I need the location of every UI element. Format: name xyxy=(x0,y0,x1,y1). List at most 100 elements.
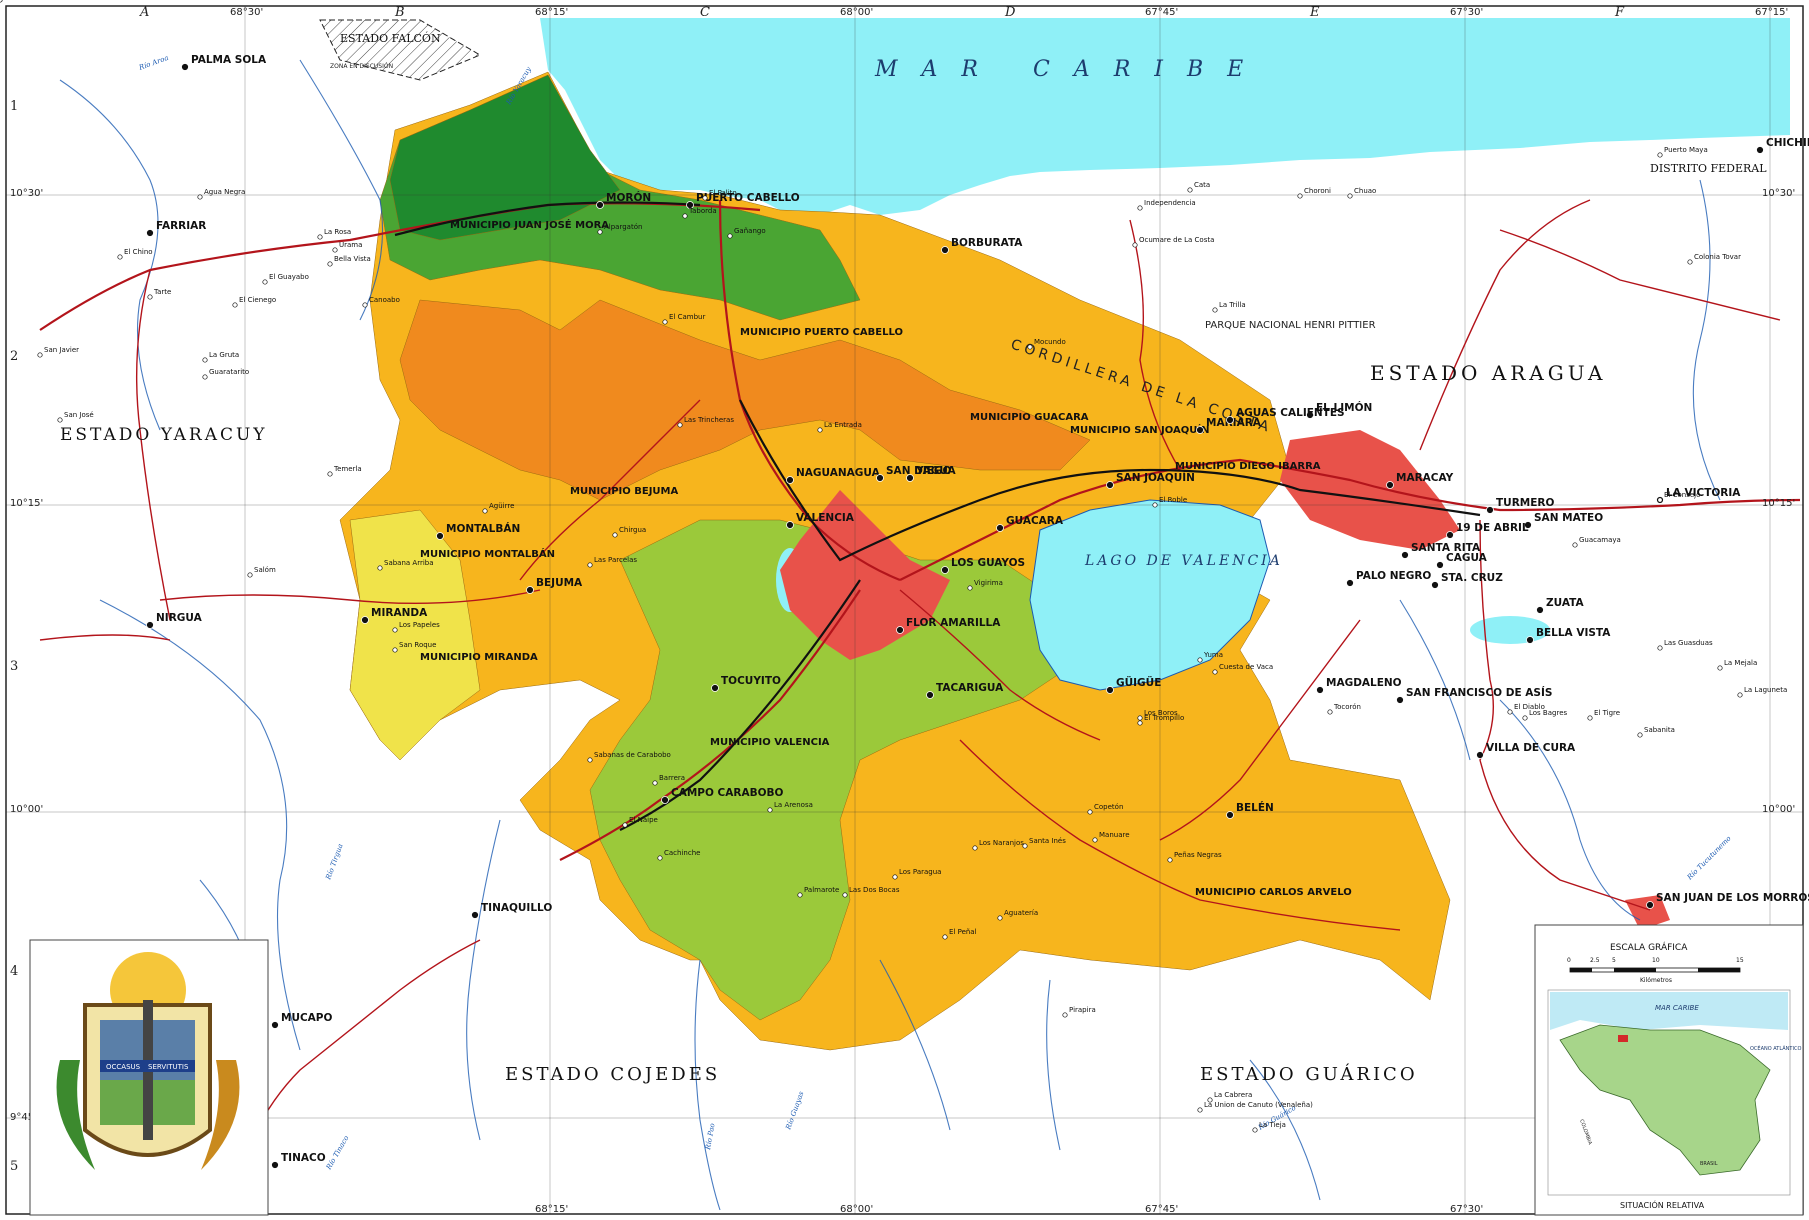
place-marker xyxy=(247,572,253,578)
place-label: La Tieja xyxy=(1259,1121,1286,1129)
city-label: EL LIMÓN xyxy=(1316,401,1372,414)
city-label: BELLA VISTA xyxy=(1536,627,1611,639)
city-marker xyxy=(906,474,914,482)
municipio-label: MUNICIPIO MIRANDA xyxy=(420,652,538,663)
city-marker xyxy=(711,684,719,692)
scale-tick: 15 xyxy=(1736,957,1744,964)
city-marker xyxy=(896,626,904,634)
place-label: El Cambur xyxy=(669,313,705,321)
state-label-distrito-federal: DISTRITO FEDERAL xyxy=(1650,162,1767,175)
place-marker xyxy=(1137,720,1143,726)
city-label: SANTA RITA xyxy=(1411,542,1481,554)
place-marker xyxy=(482,508,488,514)
park-label: PARQUE NACIONAL HENRI PITTIER xyxy=(1205,320,1376,331)
city-marker xyxy=(1401,551,1409,559)
place-marker xyxy=(597,229,603,235)
city-label: CHICHIRIVICHE xyxy=(1766,137,1809,149)
place-marker xyxy=(612,532,618,538)
city-marker xyxy=(1526,636,1534,644)
highway-line xyxy=(619,579,861,831)
place-marker xyxy=(682,213,688,219)
scale-tick: 5 xyxy=(1612,957,1616,964)
road-line xyxy=(1499,229,1781,321)
road-line xyxy=(1419,199,1591,451)
place-marker xyxy=(587,757,593,763)
place-marker xyxy=(677,422,683,428)
disputed-zone xyxy=(319,19,482,81)
city-marker xyxy=(786,476,794,484)
place-marker xyxy=(1687,259,1693,265)
city-label: GUACARA xyxy=(1006,515,1064,527)
place-label: Ocumare de La Costa xyxy=(1139,236,1214,244)
place-label: San Javier xyxy=(44,346,79,354)
city-marker xyxy=(1756,146,1764,154)
city-marker xyxy=(146,229,154,237)
city-label: BORBURATA xyxy=(951,237,1023,249)
place-marker xyxy=(1507,709,1513,715)
place-marker xyxy=(797,892,803,898)
locator-sea xyxy=(1550,992,1788,1030)
place-marker xyxy=(727,233,733,239)
place-marker xyxy=(972,845,978,851)
scale-tick: 0 xyxy=(1567,957,1571,964)
place-marker xyxy=(892,874,898,880)
city-marker xyxy=(271,1161,279,1169)
locator-ocean-label: OCÉANO ATLÁNTICO xyxy=(1750,1044,1801,1052)
row-label: 3 xyxy=(10,659,18,674)
place-marker xyxy=(942,934,948,940)
place-label: Agua Negra xyxy=(204,188,245,196)
place-label: El Peñal xyxy=(949,928,977,936)
city-label: LOS GUAYOS xyxy=(951,557,1025,569)
place-marker xyxy=(967,585,973,591)
place-label: El Chino xyxy=(124,248,153,256)
place-label: La Mejala xyxy=(1724,659,1757,667)
place-marker xyxy=(327,471,333,477)
place-marker xyxy=(587,562,593,568)
city-label: TOCUYITO xyxy=(721,675,781,687)
city-label: MUCAPO xyxy=(281,1012,333,1024)
place-label: Sabanita xyxy=(1644,726,1675,734)
place-marker xyxy=(652,780,658,786)
city-label: FARRIAR xyxy=(156,220,206,232)
city-marker xyxy=(1106,481,1114,489)
locator-country-brasil: BRASIL xyxy=(1700,1161,1718,1167)
place-marker xyxy=(0,0,3,3)
city-marker xyxy=(181,63,189,71)
place-marker xyxy=(997,915,1003,921)
place-label: Sabana Arriba xyxy=(384,559,434,567)
lat-label: 10°00' xyxy=(1762,804,1795,815)
place-label: La Trilla xyxy=(1219,301,1246,309)
place-marker xyxy=(392,647,398,653)
road-line xyxy=(135,269,171,621)
city-label: MARACAY xyxy=(1396,472,1454,484)
city-marker xyxy=(1446,531,1454,539)
place-label: El Palito xyxy=(709,189,737,197)
col-label: A xyxy=(139,5,149,20)
place-label: La Rosa xyxy=(324,228,351,236)
place-label: Las Trincheras xyxy=(684,416,734,424)
place-marker xyxy=(377,565,383,571)
place-marker xyxy=(1572,542,1578,548)
row-labels: 1 2 3 4 5 xyxy=(10,99,18,1174)
place-label: Manuare xyxy=(1099,831,1130,839)
col-label: E xyxy=(1309,5,1320,20)
river-line xyxy=(466,819,501,1141)
river-line xyxy=(694,959,721,1211)
map-grid xyxy=(6,6,1803,1214)
municipio-label: MUNICIPIO SAN JOAQUÍN xyxy=(1070,423,1209,436)
city-marker xyxy=(926,691,934,699)
col-label: F xyxy=(1614,5,1625,20)
place-marker xyxy=(317,234,323,240)
scale-bar xyxy=(1569,967,1741,973)
scale-unit: Kilómetros xyxy=(1640,977,1672,984)
road-line xyxy=(39,634,171,641)
laurel-left xyxy=(56,1060,95,1170)
place-label: Colonia Tovar xyxy=(1694,253,1741,261)
lon-label: 68°15' xyxy=(535,7,568,18)
state-label-guarico: ESTADO GUÁRICO xyxy=(1200,1062,1418,1085)
place-label: Los Bagres xyxy=(1529,709,1567,717)
place-label: La Arenosa xyxy=(774,801,813,809)
city-marker xyxy=(1486,506,1494,514)
ribbon-right-text: SERVITUTIS xyxy=(148,1063,189,1071)
place-marker xyxy=(1212,669,1218,675)
